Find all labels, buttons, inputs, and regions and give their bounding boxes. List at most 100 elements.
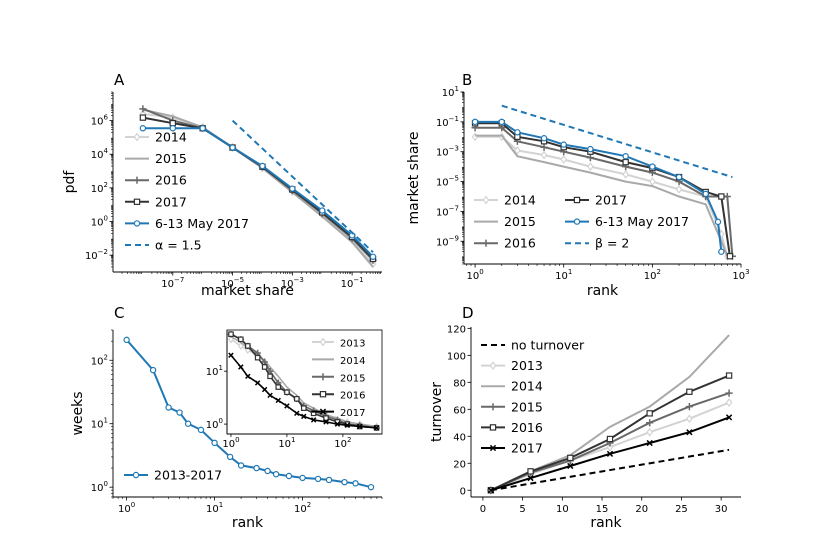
tick-label: 20 xyxy=(635,504,648,515)
diamond-marker xyxy=(622,170,630,179)
x-marker xyxy=(489,444,497,452)
plus-marker xyxy=(586,154,594,162)
legend-entry: 2016 xyxy=(312,391,365,402)
legend-label: no turnover xyxy=(511,338,585,353)
tick-exponent: 2 xyxy=(104,353,108,361)
x-marker xyxy=(294,410,300,417)
tick-exponent: −7 xyxy=(174,276,184,284)
legend-label: 2016 xyxy=(511,420,543,435)
tick-label: 100 xyxy=(91,480,108,494)
tick-label: 15 xyxy=(596,504,609,515)
tick-base: 10 xyxy=(294,504,307,515)
plus-marker xyxy=(646,419,654,427)
tick-exponent: 2 xyxy=(656,268,660,276)
tick-base: 10 xyxy=(732,271,745,282)
square-marker xyxy=(244,343,251,349)
tick-label: 25 xyxy=(675,504,688,515)
panel-letter: B xyxy=(462,71,472,89)
square-marker xyxy=(261,364,268,370)
y-axis-label: pdf xyxy=(62,170,78,194)
tick-exponent: 1 xyxy=(568,268,572,276)
legend-label: 2014 xyxy=(504,193,536,208)
x-marker xyxy=(254,380,261,386)
tick-base: 10 xyxy=(91,218,104,229)
legend-label: β = 2 xyxy=(595,236,629,251)
x-marker xyxy=(319,408,327,415)
tick-base: 10 xyxy=(334,439,347,450)
panel-letter: C xyxy=(114,304,124,322)
tick-label: 60 xyxy=(453,405,466,416)
legend-label: 6-13 May 2017 xyxy=(155,216,249,231)
circle-marker xyxy=(184,420,192,427)
circle-marker xyxy=(587,145,594,153)
circle-marker xyxy=(285,472,293,480)
circle-marker xyxy=(369,253,377,261)
circle-marker xyxy=(237,462,245,469)
legend-entry: 2017 xyxy=(312,408,365,419)
panel-letter: D xyxy=(462,304,474,322)
square-marker xyxy=(275,384,282,390)
legend-label: 2017 xyxy=(511,441,543,456)
legend-label: 2014 xyxy=(340,356,365,367)
circle-marker xyxy=(514,129,521,136)
legend-entry: 2015 xyxy=(474,214,536,229)
x-marker xyxy=(261,386,268,393)
tick-label: 100 xyxy=(222,436,239,450)
legend-label: 2016 xyxy=(340,391,365,402)
panel-a: A10−7 10−5 10−3 10−110−2100102104106market … xyxy=(62,71,382,299)
diamond-marker xyxy=(514,146,521,155)
tick-label: 10−7 xyxy=(436,204,459,218)
legend-entry: 2017 xyxy=(125,194,187,209)
legend-label: 2014 xyxy=(511,379,543,394)
tick-exponent: 1 xyxy=(219,501,223,509)
tick-base: 10 xyxy=(161,279,174,290)
legend-entry: 2013 xyxy=(312,337,365,350)
legend-label: 2015 xyxy=(155,151,187,166)
tick-base: 10 xyxy=(118,504,131,515)
tick-exponent: 0 xyxy=(235,436,239,444)
tick-exponent: −7 xyxy=(449,204,459,212)
tick-label: 10−2 xyxy=(85,248,108,262)
tick-label: 101 xyxy=(206,364,223,378)
circle-marker xyxy=(498,118,505,126)
square-marker xyxy=(319,391,327,398)
legend-label: 2015 xyxy=(511,399,543,414)
x-marker xyxy=(567,462,574,470)
circle-marker xyxy=(139,125,147,132)
legend-label: 2017 xyxy=(155,194,187,209)
circle-marker xyxy=(211,439,218,447)
tick-base: 10 xyxy=(91,420,104,431)
legend-label: 2014 xyxy=(155,130,187,145)
circle-marker xyxy=(229,144,236,151)
diamond-marker xyxy=(560,155,568,164)
diamond-marker xyxy=(482,195,490,205)
square-marker xyxy=(718,193,725,200)
tick-label: 101 xyxy=(206,501,223,515)
legend-entry: 2016 xyxy=(125,173,187,188)
diamond-marker xyxy=(646,427,654,437)
tick-label: 10−3 xyxy=(436,145,459,159)
tick-base: 10 xyxy=(91,150,104,161)
plus-marker xyxy=(685,403,693,411)
plus-marker xyxy=(489,403,497,411)
circle-marker xyxy=(714,218,722,226)
plus-marker xyxy=(723,192,731,201)
tick-exponent: 1 xyxy=(104,417,108,425)
y-axis-label: weeks xyxy=(70,391,86,435)
series-line xyxy=(231,119,374,253)
square-marker xyxy=(567,454,574,462)
x-marker xyxy=(334,421,341,427)
square-marker xyxy=(238,336,244,343)
legend-entry: 2014 xyxy=(474,193,536,208)
plus-marker xyxy=(725,389,733,397)
x-marker xyxy=(245,373,251,380)
tick-base: 10 xyxy=(206,420,219,431)
square-marker xyxy=(726,252,734,260)
x-marker xyxy=(686,429,693,436)
tick-label: 80 xyxy=(453,378,466,389)
legend-entry: 2017 xyxy=(565,193,627,208)
circle-marker xyxy=(675,173,683,181)
